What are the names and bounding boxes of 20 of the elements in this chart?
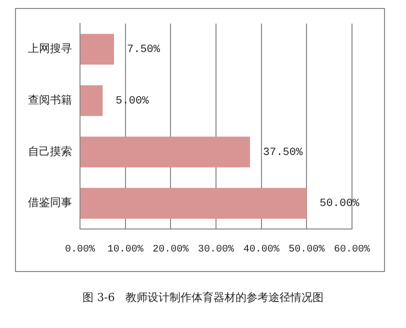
data-label: 37.50% (263, 146, 304, 159)
bar (80, 85, 103, 116)
y-tick-label: 自己摸索 (28, 144, 72, 158)
x-tick-label: 30.00% (198, 244, 234, 256)
bar (80, 34, 114, 65)
data-label: 5.00% (116, 96, 150, 108)
x-tick-label: 40.00% (243, 244, 280, 256)
data-label: 7.50% (127, 44, 160, 56)
x-tick-label: 20.00% (152, 244, 189, 256)
x-tick-label: 10.00% (107, 244, 144, 256)
bar (80, 188, 307, 219)
y-tick-label: 上网搜寻 (28, 42, 72, 56)
bar (80, 136, 250, 168)
x-tick-label: 50.00% (288, 244, 325, 256)
x-tick-label: 0.00% (64, 244, 96, 256)
y-tick-label: 借鉴同事 (28, 196, 72, 210)
y-tick-label: 查阅书籍 (28, 93, 72, 106)
caption: 图 3-6 教师设计制作体育器材的参考途径情况图 (82, 290, 324, 305)
x-tick-label: 60.00% (334, 244, 370, 256)
data-label: 50.00% (320, 198, 360, 210)
